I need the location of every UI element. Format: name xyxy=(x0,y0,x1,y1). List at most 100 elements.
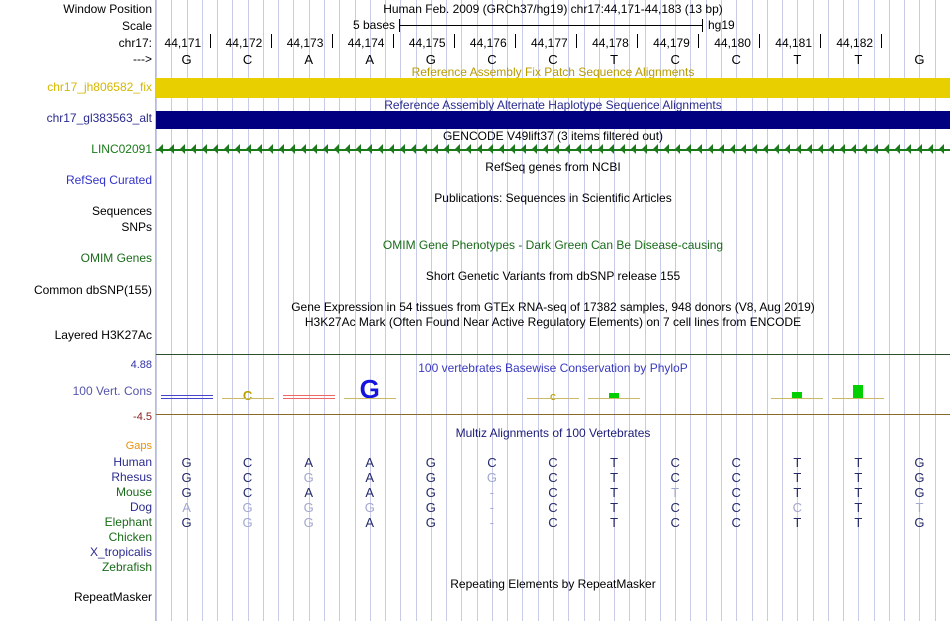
alignment-base: G xyxy=(364,500,375,515)
track-label-common-dbsnp[interactable]: Common dbSNP(155) xyxy=(33,283,152,297)
strand-arrow-left-icon xyxy=(686,144,691,154)
strand-arrow-left-icon xyxy=(367,144,372,154)
strand-arrow-left-icon xyxy=(257,144,262,154)
alt-haplotype-band[interactable] xyxy=(156,111,950,129)
strand-arrow-left-icon xyxy=(191,144,196,154)
strand-arrow-left-icon xyxy=(169,144,174,154)
label-scale: Scale xyxy=(121,19,152,33)
alignment-base: C xyxy=(548,455,558,470)
alignment-base: T xyxy=(793,485,802,500)
phylop-baseline-whisker xyxy=(832,398,885,399)
strand-arrow-left-icon xyxy=(400,144,405,154)
alignment-base: T xyxy=(610,455,619,470)
track-label-refseq-curated[interactable]: RefSeq Curated xyxy=(65,173,152,187)
track-label-alt-haplotype[interactable]: chr17_gl383563_alt xyxy=(46,111,152,125)
phylop-score-tick xyxy=(160,395,213,396)
alignment-base: T xyxy=(610,515,619,530)
alignment-base: C xyxy=(242,485,253,500)
species-label-mouse[interactable]: Mouse xyxy=(115,485,152,499)
fix-patch-band[interactable] xyxy=(156,78,950,98)
phylop-title: 100 vertebrates Basewise Conservation by… xyxy=(418,361,688,375)
track-label-omim-genes[interactable]: OMIM Genes xyxy=(80,251,152,265)
alignment-row[interactable] xyxy=(156,530,950,545)
strand-arrow-left-icon xyxy=(785,144,790,154)
alignment-base: C xyxy=(731,515,741,530)
phylop-logo-letter: G xyxy=(359,374,380,404)
alignment-base: C xyxy=(670,500,680,515)
strand-arrow-left-icon xyxy=(840,144,845,154)
track-label-snps[interactable]: SNPs xyxy=(121,220,152,234)
strand-arrow-left-icon xyxy=(906,144,911,154)
alignment-row[interactable] xyxy=(156,560,950,575)
species-label-human[interactable]: Human xyxy=(113,455,152,469)
track-label-fix-patch[interactable]: chr17_jh806582_fix xyxy=(47,80,152,94)
strand-arrow-left-icon xyxy=(928,144,933,154)
species-label-x-tropicalis[interactable]: X_tropicalis xyxy=(89,545,152,559)
track-label-repeatmasker[interactable]: RepeatMasker xyxy=(73,590,152,604)
linc02091-feature[interactable] xyxy=(156,143,950,155)
gaps-label: Gaps xyxy=(125,440,152,452)
strand-arrow-left-icon xyxy=(202,144,207,154)
scale-bar-line xyxy=(399,25,702,26)
strand-arrow-left-icon xyxy=(246,144,251,154)
strand-arrow-left-icon xyxy=(411,144,416,154)
label-window-position: Window Position xyxy=(63,2,152,16)
ruler-tick xyxy=(271,34,272,48)
species-label-zebrafish[interactable]: Zebrafish xyxy=(101,560,152,574)
phylop-baseline-whisker xyxy=(282,398,335,399)
label-strand: ---> xyxy=(133,52,152,66)
strand-arrow-left-icon xyxy=(433,144,438,154)
alignment-base: G xyxy=(181,455,192,470)
alignment-base: C xyxy=(731,485,741,500)
fix-patch-title: Reference Assembly Fix Patch Sequence Al… xyxy=(411,65,695,79)
ruler-tick xyxy=(820,34,821,48)
strand-arrow-left-icon xyxy=(565,144,570,154)
gencode-title: GENCODE V49lift37 (3 items filtered out) xyxy=(442,129,664,143)
species-label-rhesus[interactable]: Rhesus xyxy=(111,470,152,484)
reference-base: T xyxy=(854,52,863,67)
strand-arrow-left-icon xyxy=(884,144,889,154)
strand-arrow-left-icon xyxy=(543,144,548,154)
gtex-title: Gene Expression in 54 tissues from GTEx … xyxy=(291,300,815,314)
ruler-tick xyxy=(881,34,882,48)
species-label-dog[interactable]: Dog xyxy=(129,500,152,514)
track-label-linc02091[interactable]: LINC02091 xyxy=(91,142,152,156)
strand-arrow-left-icon xyxy=(477,144,482,154)
omim-title: OMIM Gene Phenotypes - Dark Green Can Be… xyxy=(382,238,724,252)
strand-arrow-left-icon xyxy=(719,144,724,154)
strand-arrow-left-icon xyxy=(620,144,625,154)
alignment-base: C xyxy=(548,500,558,515)
track-label-100-vert-cons[interactable]: 100 Vert. Cons xyxy=(72,384,152,398)
strand-arrow-left-icon xyxy=(378,144,383,154)
ruler-tick-label: 44,172 xyxy=(225,36,263,50)
strand-arrow-left-icon xyxy=(598,144,603,154)
species-label-chicken[interactable]: Chicken xyxy=(108,530,152,544)
alignment-base: C xyxy=(548,515,558,530)
track-label-sequences[interactable]: Sequences xyxy=(91,204,152,218)
alignment-base: G xyxy=(486,470,497,485)
phylop-logo-block xyxy=(609,393,620,398)
reference-base: C xyxy=(731,52,741,67)
reference-base: C xyxy=(548,52,558,67)
alignment-base: G xyxy=(914,455,925,470)
alignment-base: T xyxy=(854,455,863,470)
reference-base: G xyxy=(425,52,436,67)
ruler-tick xyxy=(698,34,699,48)
track-label-layered-h3k27ac[interactable]: Layered H3K27Ac xyxy=(54,328,152,342)
strand-arrow-left-icon xyxy=(774,144,779,154)
alignment-base: C xyxy=(731,470,741,485)
strand-arrow-left-icon xyxy=(587,144,592,154)
strand-arrow-left-icon xyxy=(334,144,339,154)
reference-base: A xyxy=(365,52,375,67)
alignment-row[interactable] xyxy=(156,545,950,560)
linc02091-line xyxy=(156,149,950,151)
alignment-base: T xyxy=(610,470,619,485)
alignment-base: G xyxy=(914,470,925,485)
species-label-elephant[interactable]: Elephant xyxy=(104,515,152,529)
alignment-base: T xyxy=(610,485,619,500)
